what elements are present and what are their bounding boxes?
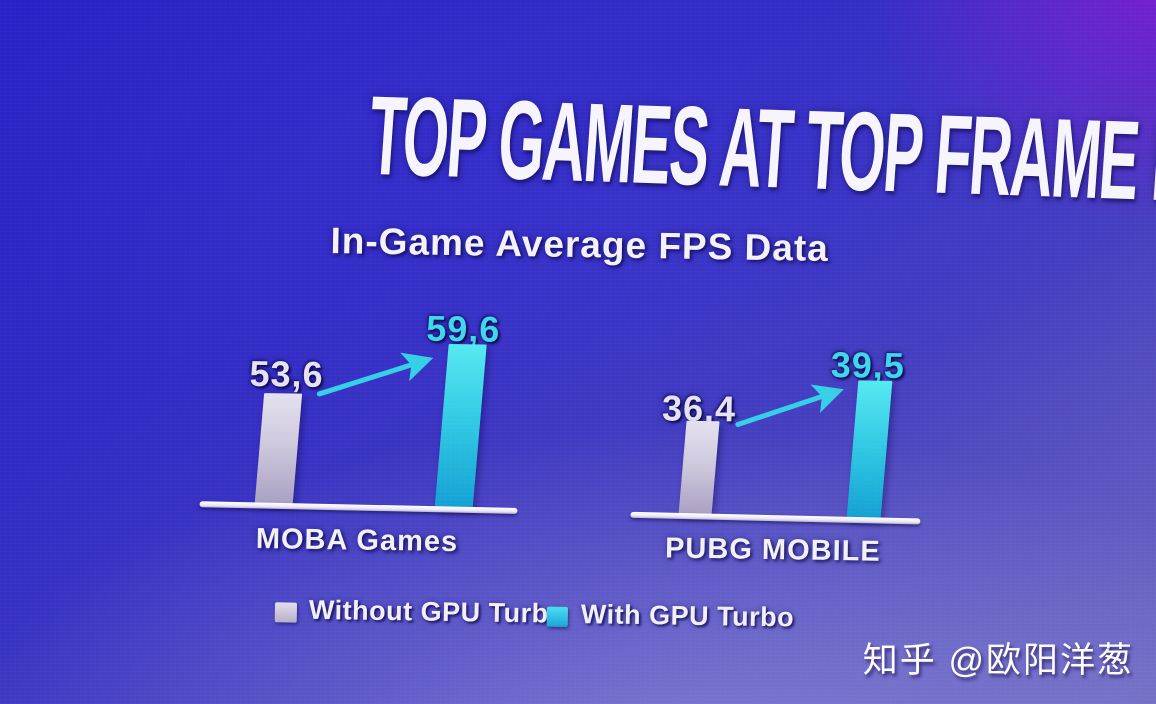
slide-title-text: TOP GAMES AT TOP FRAME RATES (365, 73, 1156, 231)
legend-label-without-gpu-turbo: Without GPU Turbo (308, 594, 566, 629)
zhihu-watermark: 知乎 @欧阳洋葱 (862, 641, 1134, 680)
category-label-pubg: PUBG MOBILE (664, 532, 881, 568)
slide-title: TOP GAMES AT TOP FRAME RATES (2, 65, 1156, 230)
bar-pubg-without-gpu-turbo (678, 420, 720, 517)
bar-moba-without-gpu-turbo (254, 393, 303, 506)
slide-subtitle: In-Game Average FPS Data (330, 220, 830, 269)
legend-label-with-gpu-turbo: With GPU Turbo (580, 599, 795, 633)
bar-pubg-with-gpu-turbo (846, 380, 893, 521)
bar-moba-with-gpu-turbo (434, 343, 487, 511)
category-label-moba: MOBA Games (255, 522, 459, 559)
legend-swatch-with-gpu-turbo (546, 606, 568, 627)
increase-arrow-icon (316, 352, 434, 397)
increase-arrow-icon (735, 384, 844, 428)
legend-swatch-without-gpu-turbo (274, 602, 298, 623)
